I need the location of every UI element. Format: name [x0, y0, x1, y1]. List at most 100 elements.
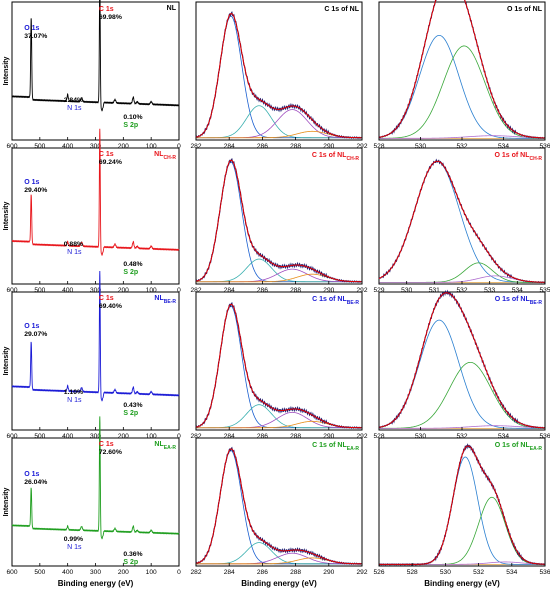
c1s-panel-0: 282 284 286 288 290 292 C 1s of NL	[190, 1, 368, 150]
n1s-peak-label: N 1s	[67, 105, 82, 112]
survey-x-tick-label: 500	[34, 287, 45, 294]
o1s-x-tick-label: 532	[456, 433, 467, 440]
c1s-x-tick-label: 288	[290, 143, 301, 150]
c1s-component-4	[196, 130, 362, 139]
survey-x-tick-label: 500	[34, 143, 45, 150]
o1s-x-tick-label: 526	[373, 569, 384, 576]
o1s-component-2	[379, 361, 545, 429]
y-axis-label: Intensity	[3, 202, 10, 231]
sample-name: NLEA-R	[154, 441, 176, 451]
o1s-x-tick-label: 536	[539, 569, 550, 576]
o1s-x-tick-label: 530	[415, 143, 426, 150]
c1s-peak-label: C 1s	[99, 6, 114, 13]
c1s-title-base: C 1s of NL	[312, 442, 347, 449]
o1s-x-tick-label: 534	[498, 433, 509, 440]
o1s-x-tick-label: 534	[506, 569, 517, 576]
c1s-x-tick-label: 288	[290, 569, 301, 576]
survey-x-tick-label: 200	[118, 287, 129, 294]
s2p-peak-label: S 2p	[123, 122, 138, 129]
o1s-panel-title: O 1s of NLCH-R	[494, 152, 542, 162]
sample-name-base: NL	[154, 295, 164, 302]
c1s-peak-label: C 1s	[99, 295, 114, 302]
o1s-x-tick-label: 530	[401, 287, 412, 294]
s2p-percent: 0.48%	[123, 261, 142, 268]
c1s-peak-label: C 1s	[99, 151, 114, 158]
c1s-panel-2: 282 284 286 288 290 292 C 1s of NLBE-R	[190, 291, 368, 440]
survey-x-tick-label: 100	[146, 569, 157, 576]
c1s-component-2	[196, 404, 362, 429]
survey-x-tick-label: 300	[90, 433, 101, 440]
y-axis-label: Intensity	[3, 488, 10, 517]
c1s-x-tick-label: 290	[323, 433, 334, 440]
sample-name: NL	[167, 5, 177, 12]
o1s-x-tick-label: 535	[539, 287, 550, 294]
survey-panel-2-frame	[11, 291, 180, 431]
c1s-x-tick-label: 290	[323, 287, 334, 294]
s2p-percent: 0.36%	[123, 551, 142, 558]
survey-x-tick-label: 0	[177, 433, 181, 440]
survey-panel-3: 600 500 400 300 200 100 0 Intensity NLEA-R O 1s26…	[3, 416, 181, 576]
o1s-percent: 37.07%	[24, 33, 47, 40]
survey-x-tick-label: 400	[62, 433, 73, 440]
survey-x-tick-label: 0	[177, 287, 181, 294]
survey-x-tick-label: 400	[62, 287, 73, 294]
c1s-percent: 69.40%	[99, 303, 122, 310]
c1s-x-tick-label: 292	[356, 569, 367, 576]
c1s-x-tick-label: 282	[190, 433, 201, 440]
o1s-title-sub: EA-R	[530, 446, 543, 452]
c1s-title-sub: EA-R	[347, 446, 360, 452]
c1s-title-base: C 1s of NL	[312, 296, 347, 303]
o1s-component-1	[378, 161, 545, 283]
x-axis-label-3: Binding energy (eV)	[424, 579, 500, 588]
n1s-peak-label: N 1s	[67, 544, 82, 551]
o1s-raw-data	[378, 158, 546, 284]
survey-x-tick-label: 100	[146, 433, 157, 440]
survey-x-tick-label: 100	[146, 287, 157, 294]
survey-x-tick-label: 200	[118, 143, 129, 150]
survey-spectrum	[11, 271, 180, 402]
c1s-panel-1: 282 284 286 288 290 292 C 1s of NLCH-R	[190, 147, 368, 294]
survey-spectrum	[11, 0, 180, 112]
c1s-x-tick-label: 292	[356, 433, 367, 440]
survey-x-tick-label: 600	[6, 569, 17, 576]
s2p-peak-label: S 2p	[123, 559, 138, 566]
c1s-x-tick-label: 286	[257, 287, 268, 294]
c1s-panel-3: 282 284 286 288 290 292 C 1s of NLEA-R	[190, 437, 368, 576]
c1s-percent: 69.24%	[99, 159, 122, 166]
sample-name: NLBE-R	[154, 295, 176, 305]
o1s-x-tick-label: 536	[539, 143, 550, 150]
o1s-x-tick-label: 528	[373, 143, 384, 150]
c1s-x-tick-label: 284	[224, 143, 235, 150]
c1s-x-tick-label: 286	[257, 143, 268, 150]
n1s-peak-label: N 1s	[67, 397, 82, 404]
c1s-x-tick-label: 288	[290, 287, 301, 294]
c1s-panel-title: C 1s of NLBE-R	[312, 296, 359, 306]
o1s-x-tick-label: 536	[539, 433, 550, 440]
s2p-percent: 0.10%	[123, 114, 142, 121]
o1s-peak-label: O 1s	[24, 471, 39, 478]
o1s-x-tick-label: 528	[373, 433, 384, 440]
c1s-x-tick-label: 290	[323, 569, 334, 576]
c1s-x-tick-label: 282	[190, 143, 201, 150]
survey-panel-2: 600 500 400 300 200 100 0 Intensity NLBE-R O 1s29…	[3, 271, 181, 440]
sample-name: NLCH-R	[154, 151, 176, 161]
survey-x-tick-label: 500	[34, 569, 45, 576]
survey-spectrum	[11, 128, 180, 257]
survey-panel-0: 600 500 400 300 200 100 0 Intensity NL O 1s37.07%…	[3, 0, 181, 150]
o1s-percent: 29.40%	[24, 187, 47, 194]
o1s-component-2	[379, 45, 545, 139]
c1s-x-tick-label: 292	[356, 287, 367, 294]
o1s-panel-3: 526 528 530 532 534 536 O 1s of NLEA-R	[373, 437, 550, 576]
o1s-title-sub: CH-R	[530, 156, 543, 162]
o1s-x-tick-label: 533	[484, 287, 495, 294]
sample-name-base: NL	[154, 151, 164, 158]
c1s-x-tick-label: 284	[224, 287, 235, 294]
survey-x-tick-label: 600	[6, 433, 17, 440]
survey-x-tick-label: 600	[6, 143, 17, 150]
sample-name-base: NL	[167, 5, 177, 12]
x-axis-label-2: Binding energy (eV)	[241, 579, 317, 588]
c1s-x-tick-label: 282	[190, 569, 201, 576]
o1s-x-tick-label: 534	[498, 143, 509, 150]
c1s-title-sub: CH-R	[347, 156, 360, 162]
y-axis-label: Intensity	[3, 347, 10, 376]
